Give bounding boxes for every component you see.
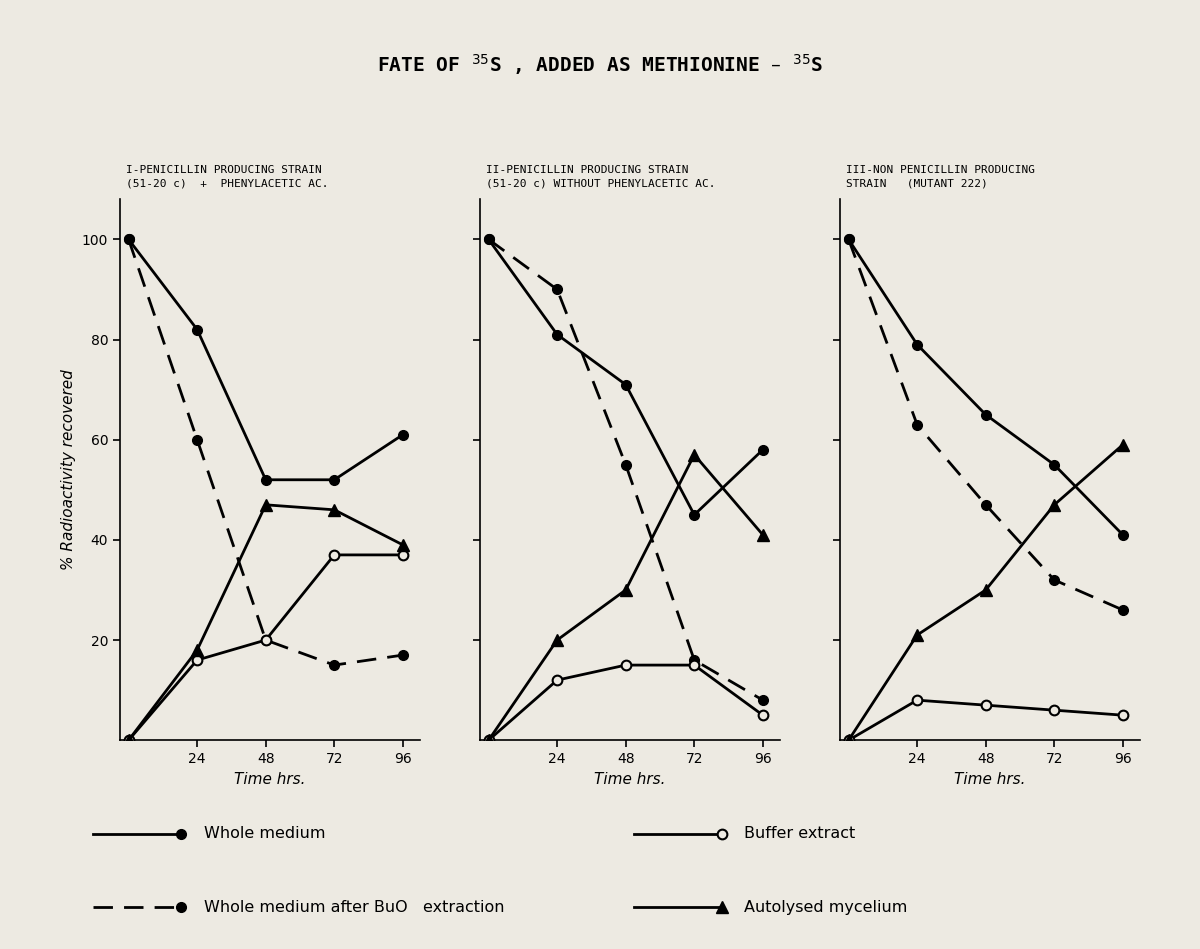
Text: I-PENICILLIN PRODUCING STRAIN
(51-20 c)  +  PHENYLACETIC AC.: I-PENICILLIN PRODUCING STRAIN (51-20 c) … <box>126 165 329 189</box>
X-axis label: Time hrs.: Time hrs. <box>954 772 1026 787</box>
Text: III-NON PENICILLIN PRODUCING
STRAIN   (MUTANT 222): III-NON PENICILLIN PRODUCING STRAIN (MUT… <box>846 165 1034 189</box>
X-axis label: Time hrs.: Time hrs. <box>594 772 666 787</box>
X-axis label: Time hrs.: Time hrs. <box>234 772 306 787</box>
Text: Whole medium after BuO   extraction: Whole medium after BuO extraction <box>204 900 504 915</box>
Y-axis label: % Radioactivity recovered: % Radioactivity recovered <box>61 369 77 570</box>
Text: Buffer extract: Buffer extract <box>744 826 856 841</box>
Text: FATE OF $^{35}$S , ADDED AS METHIONINE – $^{35}$S: FATE OF $^{35}$S , ADDED AS METHIONINE –… <box>377 52 823 77</box>
Text: Whole medium: Whole medium <box>204 826 325 841</box>
Text: II-PENICILLIN PRODUCING STRAIN
(51-20 c) WITHOUT PHENYLACETIC AC.: II-PENICILLIN PRODUCING STRAIN (51-20 c)… <box>486 165 715 189</box>
Text: Autolysed mycelium: Autolysed mycelium <box>744 900 908 915</box>
